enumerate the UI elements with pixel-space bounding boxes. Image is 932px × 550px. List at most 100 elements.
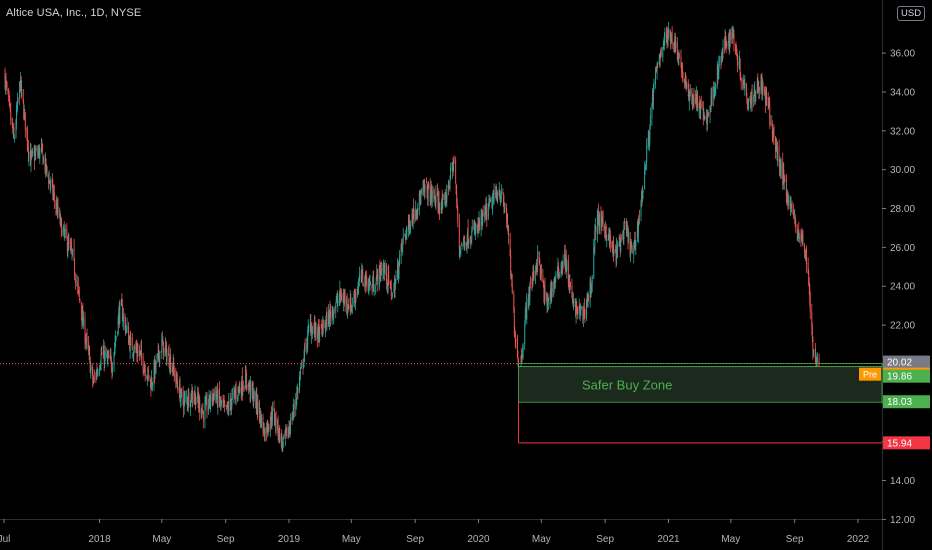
currency-badge[interactable]: USD	[897, 6, 926, 21]
candle-body	[437, 194, 439, 209]
candle-body	[426, 182, 428, 184]
candle-body	[181, 388, 182, 394]
candle-body	[706, 124, 708, 126]
candle-body	[707, 112, 709, 115]
candle-body	[100, 364, 102, 369]
candle-body	[777, 148, 778, 161]
candle-body	[746, 97, 748, 102]
candle-body	[787, 194, 789, 205]
candle-body	[63, 228, 65, 233]
candle-body	[455, 183, 457, 195]
candle-body	[591, 275, 593, 286]
candle-body	[692, 97, 694, 104]
candle-body	[230, 403, 232, 411]
candle-body	[599, 213, 600, 231]
candle-body	[74, 276, 76, 280]
candle-body	[620, 238, 622, 252]
candle-body	[28, 151, 30, 159]
candle-body	[114, 343, 116, 347]
candle-body	[292, 416, 294, 419]
candle-body	[48, 178, 50, 184]
safer-buy-zone-label: Safer Buy Zone	[582, 377, 672, 392]
candle-body	[745, 84, 747, 95]
candle-body	[230, 400, 232, 409]
candle-body	[647, 137, 649, 148]
candle-body	[782, 170, 784, 186]
candle-body	[484, 207, 486, 212]
candle-body	[554, 279, 556, 285]
candle-body	[749, 97, 751, 99]
candle-body	[597, 213, 599, 214]
stop-level-tag	[883, 436, 930, 450]
candle-body	[9, 105, 11, 110]
candle-body	[655, 69, 656, 85]
candle-body	[117, 332, 119, 335]
candle-body	[721, 53, 723, 61]
candle-body	[380, 270, 382, 276]
candle-body	[41, 145, 43, 150]
candle-body	[288, 429, 289, 439]
candle-body	[86, 335, 88, 341]
candle-body	[553, 282, 555, 295]
candle-body	[259, 416, 261, 421]
y-tick-label: 36.00	[890, 49, 915, 60]
candle-body	[816, 362, 817, 371]
candle-body	[626, 227, 628, 231]
candle-body	[350, 305, 352, 310]
candle-body	[628, 233, 629, 240]
candle-body	[698, 103, 700, 110]
x-tick-label: May	[152, 534, 171, 545]
candle-body	[726, 43, 728, 47]
candle-body	[206, 398, 207, 400]
candle-body	[139, 350, 141, 354]
candle-body	[89, 352, 91, 357]
candle-body	[620, 236, 622, 239]
candle-body	[146, 378, 148, 379]
candle-body	[556, 269, 558, 276]
candle-body	[569, 282, 571, 290]
candle-body	[412, 215, 414, 224]
candle-body	[422, 187, 424, 193]
candle-body	[648, 137, 650, 143]
candle-body	[151, 380, 153, 385]
candle-body	[187, 403, 189, 405]
candle-body	[208, 405, 209, 411]
candle-body	[705, 116, 707, 123]
candle-body	[539, 260, 541, 266]
candle-body	[362, 283, 364, 286]
candle-body	[49, 179, 51, 184]
candle-body	[189, 404, 191, 408]
candle-body	[783, 169, 785, 182]
candle-body	[503, 202, 505, 208]
candle-body	[176, 381, 178, 387]
candle-body	[720, 57, 722, 61]
candle-body	[478, 220, 479, 230]
candle-body	[521, 357, 523, 359]
candle-body	[306, 346, 308, 349]
candle-body	[496, 196, 498, 200]
candle-body	[416, 212, 418, 215]
candle-body	[322, 320, 324, 337]
candle-body	[722, 52, 723, 54]
candle-body	[470, 240, 472, 242]
candle-body	[248, 384, 250, 388]
candle-body	[365, 272, 367, 287]
candle-body	[299, 371, 301, 375]
candle-body	[429, 184, 431, 202]
candle-body	[619, 242, 621, 244]
candle-body	[112, 367, 113, 374]
candle-body	[6, 83, 8, 85]
candle-body	[361, 270, 363, 273]
candle-body	[122, 315, 124, 322]
candle-body	[813, 351, 815, 352]
candle-body	[649, 115, 651, 126]
y-tick-label: 26.00	[890, 243, 915, 254]
candle-body	[173, 368, 175, 378]
candle-body	[568, 282, 570, 290]
candle-body	[671, 33, 673, 42]
candle-body	[37, 151, 39, 154]
candle-body	[92, 381, 94, 384]
candle-body	[459, 249, 461, 251]
candle-body	[380, 268, 382, 275]
